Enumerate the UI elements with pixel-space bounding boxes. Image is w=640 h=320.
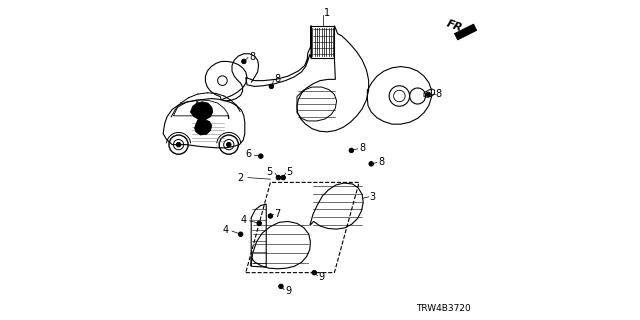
Text: 4: 4 bbox=[241, 215, 247, 225]
Polygon shape bbox=[454, 24, 477, 40]
Circle shape bbox=[238, 232, 243, 236]
Text: 8: 8 bbox=[275, 74, 281, 84]
Text: 6: 6 bbox=[245, 149, 251, 159]
Polygon shape bbox=[191, 102, 212, 120]
Circle shape bbox=[369, 162, 374, 166]
Text: 5: 5 bbox=[287, 167, 292, 177]
Circle shape bbox=[279, 284, 284, 289]
Bar bbox=[311, 26, 334, 58]
Text: 9: 9 bbox=[319, 272, 324, 282]
Text: 8: 8 bbox=[249, 52, 255, 62]
Circle shape bbox=[276, 175, 280, 180]
Circle shape bbox=[426, 92, 431, 97]
Circle shape bbox=[269, 84, 274, 89]
Circle shape bbox=[242, 59, 246, 64]
Circle shape bbox=[281, 175, 285, 180]
Text: 3: 3 bbox=[370, 192, 376, 202]
Text: 2: 2 bbox=[237, 172, 244, 183]
Text: 7: 7 bbox=[275, 209, 281, 220]
Circle shape bbox=[349, 148, 354, 153]
Circle shape bbox=[227, 142, 231, 147]
Text: 4: 4 bbox=[223, 225, 229, 236]
Circle shape bbox=[268, 214, 273, 218]
Text: 1: 1 bbox=[324, 8, 330, 19]
Text: FR.: FR. bbox=[445, 18, 468, 35]
Text: 8: 8 bbox=[436, 89, 442, 99]
Text: TRW4B3720: TRW4B3720 bbox=[415, 304, 470, 313]
Text: 8: 8 bbox=[378, 157, 385, 167]
Text: 8: 8 bbox=[359, 143, 365, 153]
Circle shape bbox=[257, 221, 262, 226]
Polygon shape bbox=[195, 120, 212, 135]
Text: 9: 9 bbox=[285, 286, 292, 296]
Circle shape bbox=[312, 270, 317, 275]
Circle shape bbox=[259, 154, 263, 158]
Circle shape bbox=[176, 142, 181, 147]
Text: 5: 5 bbox=[266, 167, 273, 177]
